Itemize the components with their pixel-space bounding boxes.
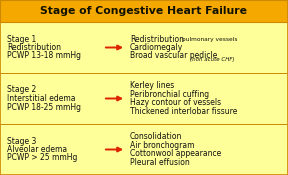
Text: Redistribution: Redistribution [7, 43, 61, 52]
Text: Peribronchial cuffing: Peribronchial cuffing [130, 90, 209, 99]
Text: Cottonwool appearance: Cottonwool appearance [130, 149, 221, 158]
Text: (non acute CHF): (non acute CHF) [190, 58, 235, 62]
Text: Broad vascular pedicle: Broad vascular pedicle [130, 51, 217, 61]
Text: Consolidation: Consolidation [130, 132, 182, 141]
Text: Pleural effusion: Pleural effusion [130, 158, 190, 167]
Bar [0, 0, 288, 22]
Text: PCWP 13-18 mmHg: PCWP 13-18 mmHg [7, 51, 81, 61]
Text: PCWP > 25 mmHg: PCWP > 25 mmHg [7, 153, 77, 163]
Text: Cardiomegaly: Cardiomegaly [130, 43, 183, 52]
Text: Stage of Congestive Heart Failure: Stage of Congestive Heart Failure [41, 6, 247, 16]
Text: Stage 3: Stage 3 [7, 136, 36, 145]
Text: Hazy contour of vessels: Hazy contour of vessels [130, 98, 221, 107]
Text: Thickened interlobar fissure: Thickened interlobar fissure [130, 107, 237, 116]
Text: Alveolar edema: Alveolar edema [7, 145, 67, 154]
Text: Kerley lines: Kerley lines [130, 81, 174, 90]
Text: PCWP 18-25 mmHg: PCWP 18-25 mmHg [7, 103, 81, 111]
Text: pulmonary vessels: pulmonary vessels [182, 37, 238, 41]
Text: Redistribution: Redistribution [130, 34, 184, 44]
Text: Air bronchogram: Air bronchogram [130, 141, 194, 150]
Text: Stage 1: Stage 1 [7, 34, 36, 44]
Text: Interstitial edema: Interstitial edema [7, 94, 75, 103]
Text: Stage 2: Stage 2 [7, 86, 36, 95]
